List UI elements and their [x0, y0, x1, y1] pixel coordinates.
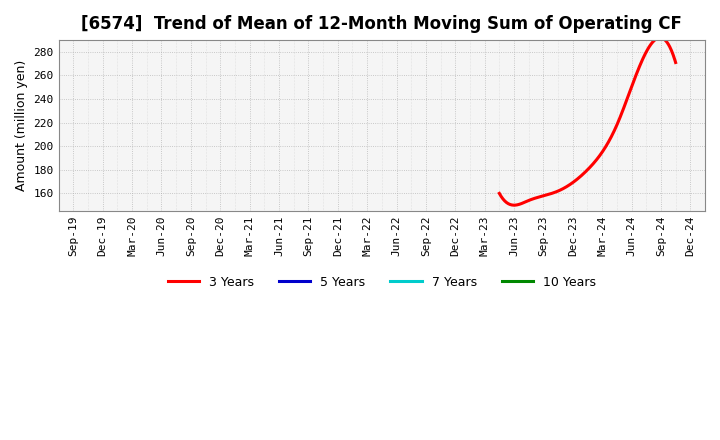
Legend: 3 Years, 5 Years, 7 Years, 10 Years: 3 Years, 5 Years, 7 Years, 10 Years	[163, 271, 601, 294]
Y-axis label: Amount (million yen): Amount (million yen)	[15, 60, 28, 191]
Title: [6574]  Trend of Mean of 12-Month Moving Sum of Operating CF: [6574] Trend of Mean of 12-Month Moving …	[81, 15, 683, 33]
